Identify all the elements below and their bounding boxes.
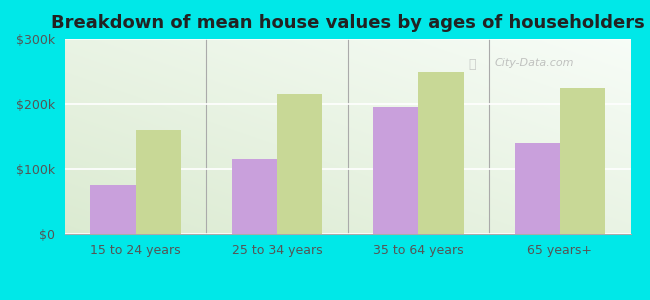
Bar xyxy=(373,107,419,234)
Bar xyxy=(560,88,605,234)
Bar xyxy=(90,185,136,234)
Text: City-Data.com: City-Data.com xyxy=(495,58,574,68)
Bar xyxy=(419,71,463,234)
Bar xyxy=(277,94,322,234)
Bar xyxy=(232,159,277,234)
Bar xyxy=(515,143,560,234)
Bar xyxy=(136,130,181,234)
Title: Breakdown of mean house values by ages of householders: Breakdown of mean house values by ages o… xyxy=(51,14,645,32)
Text: ⓘ: ⓘ xyxy=(469,58,476,71)
